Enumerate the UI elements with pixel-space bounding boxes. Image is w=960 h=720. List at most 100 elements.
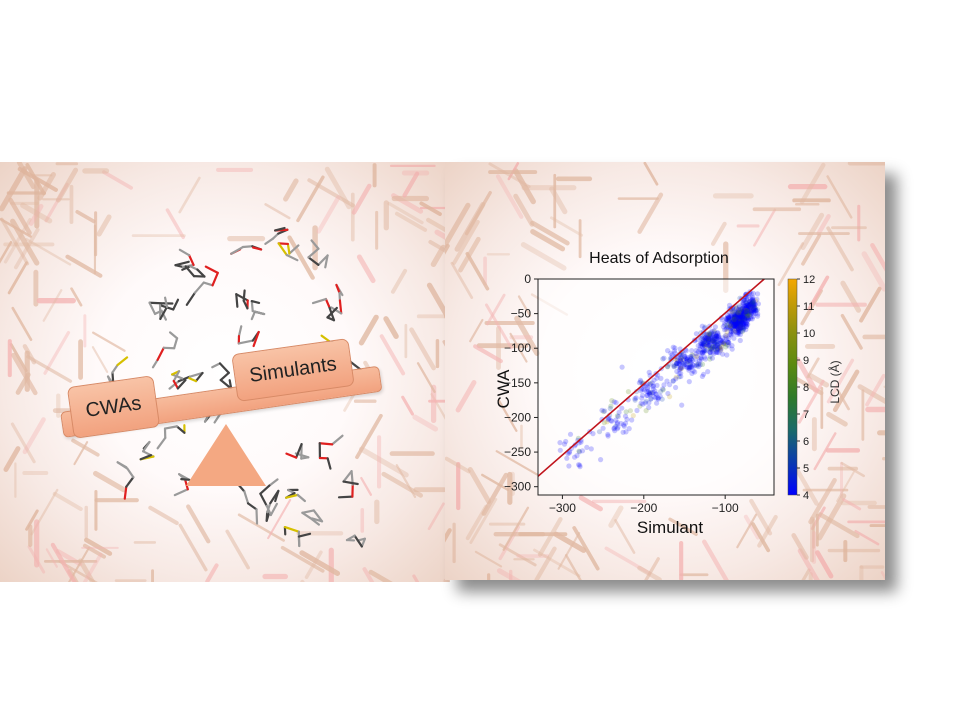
data-point [745,302,751,308]
data-point [714,347,720,353]
data-point [687,358,693,364]
x-axis-label: Simulant [637,518,703,537]
data-point [748,301,754,307]
data-point [576,462,582,468]
data-point [605,417,611,423]
data-point [693,347,699,354]
data-point [733,311,739,317]
data-point [651,377,657,383]
data-point [740,301,746,307]
data-point [722,333,729,339]
data-point [749,297,755,303]
data-point [732,324,738,330]
data-point [643,398,649,404]
data-point [699,344,705,350]
data-point [751,303,757,309]
data-point [711,340,717,346]
data-point [673,384,679,391]
data-point [614,413,620,419]
data-point [683,355,689,361]
data-point [737,322,743,328]
data-point [751,306,757,312]
data-point [734,312,740,318]
data-point [681,360,687,367]
data-point [654,375,660,381]
data-point [745,302,751,308]
data-point [736,325,742,331]
data-point [706,342,712,348]
data-point [713,333,719,339]
data-point [710,338,716,344]
data-point [711,335,717,341]
data-point [741,303,748,309]
data-point [738,318,744,324]
data-point [619,405,625,411]
data-point [698,355,704,361]
data-point [744,309,750,315]
data-point [749,300,755,306]
data-point [735,317,741,323]
colorbar-label: LCD (Å) [827,360,842,403]
data-point [681,364,687,370]
data-point [643,408,649,414]
data-point [700,350,706,356]
data-point [731,309,737,315]
data-point [750,313,756,320]
data-point [702,343,708,349]
data-point [670,378,676,384]
data-point [752,301,758,307]
data-point [735,322,741,328]
data-point [745,306,751,313]
data-point [649,390,655,396]
data-point [588,446,594,452]
data-point [615,413,621,420]
data-point [735,320,741,326]
data-point [736,329,742,335]
data-point [752,305,758,311]
data-point [674,360,680,367]
data-point [673,374,679,380]
data-point [678,366,684,372]
data-point [713,344,719,350]
data-point [600,425,606,431]
data-point [701,349,707,355]
data-point [574,453,580,459]
data-point [717,336,723,342]
data-point [753,307,759,313]
data-point [725,339,731,345]
data-point [738,312,744,318]
data-point [678,370,684,376]
data-point [734,315,740,321]
data-point [645,386,651,392]
data-point [703,343,709,349]
data-point [743,310,749,316]
data-point [730,320,736,326]
colorbar-tick-label: 6 [803,436,809,448]
chart-title: Heats of Adsorption [589,250,729,267]
y-tick-label: −250 [504,445,531,459]
data-point [648,396,654,402]
data-point [739,314,745,320]
data-point [726,319,732,325]
data-point [735,312,741,318]
data-point [734,315,740,321]
data-point [647,392,653,398]
data-point [724,317,730,323]
data-point [732,313,738,319]
data-point [634,407,640,414]
data-point [736,316,742,322]
data-point [563,438,569,445]
data-point [712,340,718,347]
data-point [742,319,748,325]
data-point [683,348,689,354]
data-point [712,339,718,345]
data-point [674,361,680,367]
data-point [664,378,670,384]
data-point [614,426,620,432]
data-point [750,290,756,296]
data-point [737,313,743,319]
data-point [702,347,708,353]
data-point [687,364,693,370]
data-point [744,321,750,327]
data-point [688,364,694,370]
